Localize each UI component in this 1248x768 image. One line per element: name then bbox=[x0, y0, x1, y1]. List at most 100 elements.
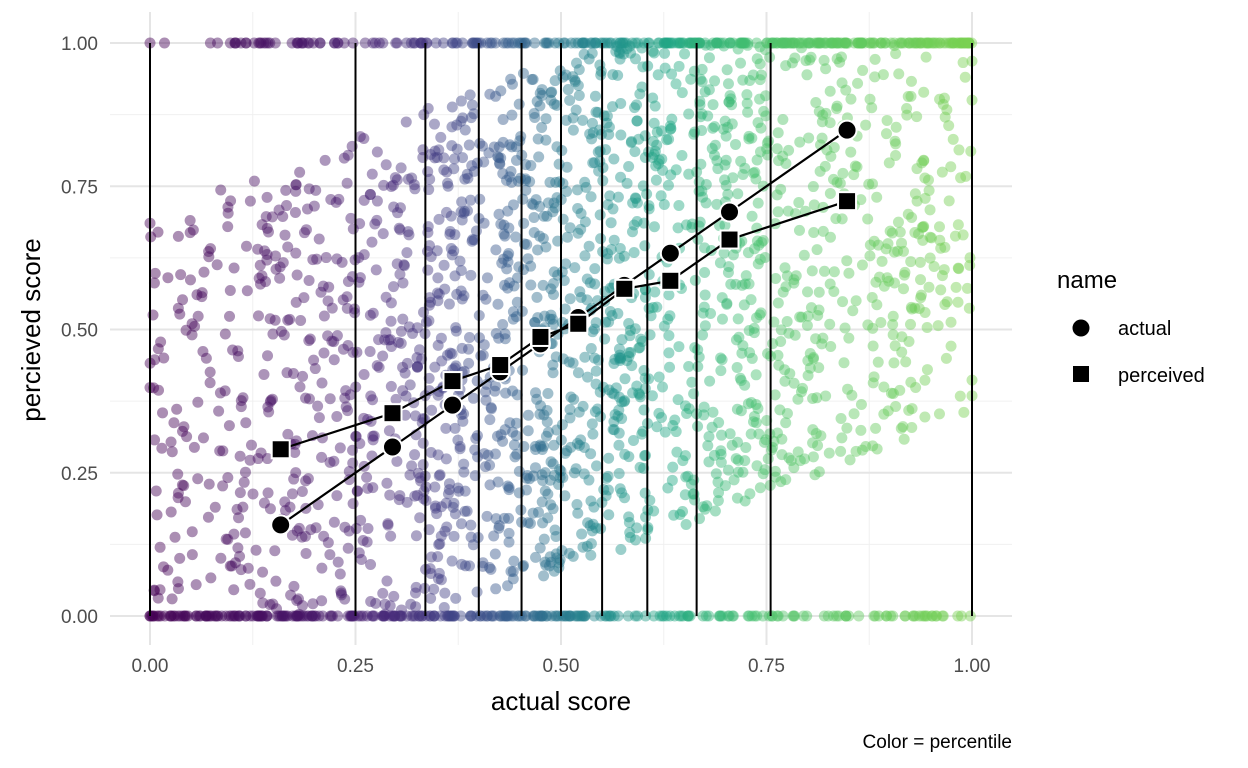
scatter-point bbox=[169, 610, 181, 622]
scatter-point bbox=[347, 346, 359, 358]
scatter-point bbox=[924, 37, 936, 49]
scatter-point bbox=[539, 310, 551, 322]
scatter-point bbox=[287, 610, 299, 622]
scatter-point bbox=[548, 565, 560, 577]
scatter-point bbox=[721, 298, 733, 310]
scatter-point bbox=[324, 610, 336, 622]
legend-label-actual: actual bbox=[1118, 318, 1171, 340]
scatter-point bbox=[502, 256, 514, 268]
scatter-point bbox=[572, 227, 584, 239]
scatter-point bbox=[560, 69, 572, 81]
scatter-point bbox=[331, 253, 343, 265]
scatter-point bbox=[573, 406, 585, 418]
scatter-point bbox=[367, 482, 379, 494]
scatter-point bbox=[766, 610, 778, 622]
point-perceived bbox=[719, 229, 740, 250]
scatter-point bbox=[444, 610, 456, 622]
scatter-point bbox=[494, 157, 506, 169]
scatter-point bbox=[775, 336, 787, 348]
scatter-point bbox=[534, 200, 546, 212]
scatter-point bbox=[923, 37, 935, 49]
scatter-point bbox=[727, 37, 739, 49]
scatter-point bbox=[438, 259, 450, 271]
scatter-point bbox=[752, 403, 764, 415]
scatter-point bbox=[384, 610, 396, 622]
scatter-point bbox=[433, 538, 445, 550]
scatter-point bbox=[539, 485, 551, 497]
scatter-point bbox=[439, 525, 451, 537]
scatter-point bbox=[198, 266, 210, 278]
scatter-point bbox=[715, 352, 727, 364]
scatter-point bbox=[381, 477, 393, 489]
scatter-point bbox=[271, 610, 283, 622]
scatter-point bbox=[264, 396, 276, 408]
point-actual bbox=[270, 514, 292, 536]
scatter-point bbox=[450, 322, 462, 334]
scatter-point bbox=[489, 548, 501, 560]
scatter-point bbox=[746, 210, 758, 222]
scatter-point bbox=[809, 469, 821, 481]
scatter-point bbox=[623, 511, 635, 523]
scatter-point bbox=[637, 180, 649, 192]
scatter-point bbox=[873, 610, 885, 622]
scatter-point bbox=[585, 549, 597, 561]
scatter-point bbox=[501, 263, 513, 275]
scatter-point bbox=[749, 166, 761, 178]
scatter-point bbox=[168, 610, 180, 622]
scatter-point bbox=[485, 610, 497, 622]
scatter-point bbox=[868, 610, 880, 622]
scatter-point bbox=[810, 427, 822, 439]
scatter-point bbox=[911, 111, 923, 123]
scatter-point bbox=[380, 291, 392, 303]
scatter-point bbox=[808, 199, 820, 211]
scatter-point bbox=[180, 610, 192, 622]
scatter-point bbox=[907, 610, 919, 622]
scatter-point bbox=[292, 610, 304, 622]
scatter-point bbox=[745, 294, 757, 306]
scatter-point bbox=[544, 551, 556, 563]
scatter-point bbox=[673, 60, 685, 72]
scatter-point bbox=[397, 277, 409, 289]
scatter-point bbox=[410, 601, 422, 613]
scatter-point bbox=[604, 190, 616, 202]
scatter-point bbox=[222, 472, 234, 484]
scatter-point bbox=[524, 517, 536, 529]
scatter-point bbox=[279, 229, 291, 241]
scatter-point bbox=[342, 275, 354, 287]
scatter-point bbox=[301, 203, 313, 215]
scatter-point bbox=[836, 77, 848, 89]
scatter-point bbox=[903, 335, 915, 347]
scatter-point bbox=[633, 342, 645, 354]
scatter-point bbox=[335, 587, 347, 599]
scatter-point bbox=[759, 464, 771, 476]
scatter-point bbox=[409, 183, 421, 195]
scatter-point bbox=[728, 474, 740, 486]
x-axis-ticks: 0.00 0.25 0.50 0.75 1.00 bbox=[132, 656, 991, 677]
scatter-point bbox=[385, 530, 397, 542]
scatter-point bbox=[441, 206, 453, 218]
scatter-point bbox=[634, 342, 646, 354]
scatter-point bbox=[724, 90, 736, 102]
scatter-point bbox=[506, 37, 518, 49]
scatter-point bbox=[763, 610, 775, 622]
scatter-point bbox=[179, 610, 191, 622]
scatter-point bbox=[251, 610, 263, 622]
scatter-point bbox=[835, 51, 847, 63]
scatter-point bbox=[945, 37, 957, 49]
scatter-point bbox=[345, 212, 357, 224]
scatter-point bbox=[957, 57, 969, 69]
scatter-point bbox=[572, 367, 584, 379]
scatter-point bbox=[761, 143, 773, 155]
scatter-point bbox=[928, 261, 940, 273]
scatter-point bbox=[394, 490, 406, 502]
scatter-point bbox=[544, 176, 556, 188]
scatter-point bbox=[898, 269, 910, 281]
scatter-point bbox=[497, 168, 509, 180]
scatter-point bbox=[569, 74, 581, 86]
scatter-point bbox=[389, 172, 401, 184]
scatter-point bbox=[724, 428, 736, 440]
scatter-point bbox=[509, 451, 521, 463]
scatter-point bbox=[547, 367, 559, 379]
scatter-point bbox=[614, 53, 626, 65]
scatter-point bbox=[616, 487, 628, 499]
